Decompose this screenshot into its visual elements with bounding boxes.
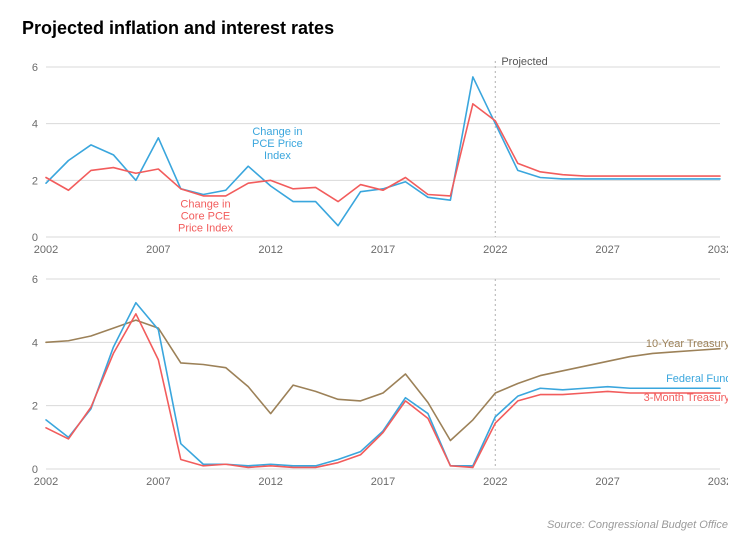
series-label-pce: Change inPCE PriceIndex: [252, 126, 303, 162]
svg-text:0: 0: [32, 232, 38, 244]
svg-text:2032: 2032: [708, 244, 728, 256]
svg-text:0: 0: [32, 464, 38, 476]
series-label-fed: Federal Funds Rate: [666, 373, 728, 385]
svg-text:6: 6: [32, 62, 38, 74]
svg-text:2017: 2017: [371, 244, 395, 256]
series-fed: [46, 303, 720, 466]
svg-text:2007: 2007: [146, 476, 170, 488]
svg-text:2002: 2002: [34, 476, 58, 488]
svg-text:4: 4: [32, 337, 38, 349]
svg-text:2017: 2017: [371, 476, 395, 488]
svg-text:2032: 2032: [708, 476, 728, 488]
bottom-chart: 0 2 4 6 2002 2007 2012 2017 2022 2027 2032 10-Year …: [22, 259, 728, 497]
svg-text:2022: 2022: [483, 476, 507, 488]
svg-text:2002: 2002: [34, 244, 58, 256]
svg-text:2: 2: [32, 401, 38, 413]
source-attribution: Source: Congressional Budget Office: [547, 519, 728, 531]
series-label-core: Change inCore PCEPrice Index: [178, 198, 234, 234]
svg-text:2027: 2027: [595, 476, 619, 488]
svg-text:6: 6: [32, 274, 38, 286]
svg-text:2: 2: [32, 175, 38, 187]
svg-text:2022: 2022: [483, 244, 507, 256]
svg-text:4: 4: [32, 119, 38, 131]
series-label-tbill: 3-Month Treasury Bill Rate: [644, 392, 728, 404]
svg-text:2007: 2007: [146, 244, 170, 256]
projected-label: Projected: [501, 56, 547, 68]
svg-text:2027: 2027: [595, 244, 619, 256]
top-chart: 0 2 4 6 2002 2007 2012 2017 2022 2027 2032 Projecte…: [22, 39, 728, 259]
series-tbill: [46, 314, 720, 468]
svg-text:2012: 2012: [258, 476, 282, 488]
series-label-tnote: 10-Year Treasury Note Rate: [646, 338, 728, 350]
svg-text:2012: 2012: [258, 244, 282, 256]
series-core: [46, 104, 720, 202]
series-pce: [46, 77, 720, 226]
chart-title: Projected inflation and interest rates: [22, 18, 728, 39]
